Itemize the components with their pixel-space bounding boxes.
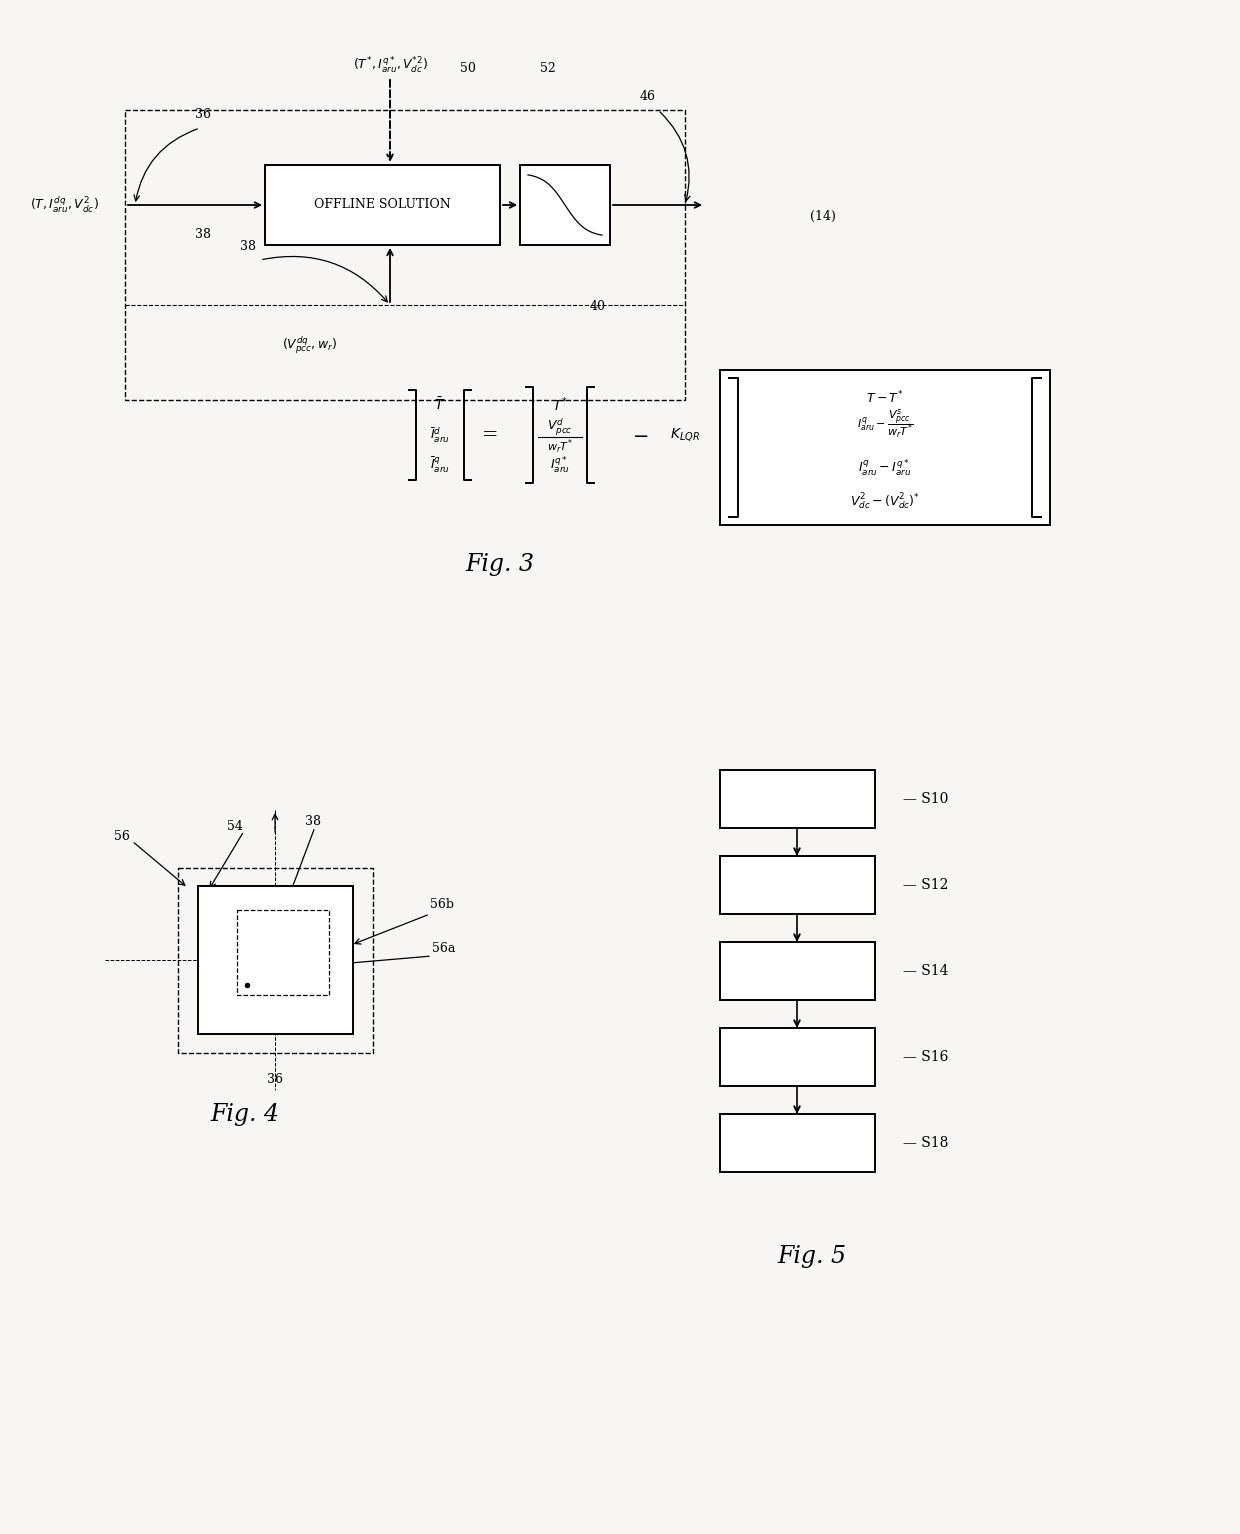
Text: — S14: — S14 [903, 963, 949, 979]
Text: $-$: $-$ [632, 426, 649, 443]
Bar [720, 1028, 875, 1086]
Text: $\bar{T}$: $\bar{T}$ [434, 397, 445, 414]
Text: $T^{*}$: $T^{*}$ [552, 396, 568, 414]
Text: $I_{aru}^{q} - \dfrac{V_{pcc}^{s}}{w_r T^{*}}$: $I_{aru}^{q} - \dfrac{V_{pcc}^{s}}{w_r T… [857, 407, 913, 440]
Text: OFFLINE SOLUTION: OFFLINE SOLUTION [314, 198, 451, 212]
Text: $(V_{pcc}^{dq}, w_r)$: $(V_{pcc}^{dq}, w_r)$ [283, 334, 337, 356]
Text: 46: 46 [640, 91, 656, 103]
Text: — S18: — S18 [903, 1137, 949, 1150]
Bar [237, 910, 329, 996]
Bar [179, 868, 373, 1052]
Bar [198, 887, 353, 1034]
Text: 56a: 56a [432, 942, 455, 956]
Text: =: = [482, 426, 498, 443]
Text: $(T, I_{aru}^{dq}, V_{dc}^{2})$: $(T, I_{aru}^{dq}, V_{dc}^{2})$ [30, 195, 99, 215]
Bar [720, 856, 875, 914]
Text: 38: 38 [241, 239, 255, 253]
Text: 52: 52 [539, 61, 556, 75]
Bar [720, 1114, 875, 1172]
Text: 54: 54 [227, 821, 243, 833]
Text: 56: 56 [114, 830, 130, 844]
Bar [720, 770, 875, 828]
Text: 36: 36 [195, 107, 211, 121]
Text: Fig. 3: Fig. 3 [465, 554, 534, 577]
Text: $\bar{I}_{aru}^{q}$: $\bar{I}_{aru}^{q}$ [430, 456, 450, 474]
Text: 40: 40 [590, 301, 606, 313]
Bar [720, 942, 875, 1000]
Text: $T - T^{*}$: $T - T^{*}$ [867, 390, 904, 407]
Text: — S16: — S16 [903, 1049, 949, 1065]
Text: $\bar{I}_{aru}^{d}$: $\bar{I}_{aru}^{d}$ [430, 425, 450, 445]
Bar [720, 370, 1050, 525]
Text: $I_{aru}^{q*}$: $I_{aru}^{q*}$ [551, 454, 570, 476]
Text: — S10: — S10 [903, 792, 949, 805]
Text: 36: 36 [267, 1072, 283, 1086]
Text: $V_{pcc}^{d}$: $V_{pcc}^{d}$ [547, 416, 573, 437]
Text: $V_{dc}^{2} - (V_{dc}^{2})^{*}$: $V_{dc}^{2} - (V_{dc}^{2})^{*}$ [851, 492, 920, 512]
Text: Fig. 4: Fig. 4 [211, 1103, 279, 1126]
Bar [125, 110, 684, 400]
Text: Fig. 5: Fig. 5 [777, 1246, 847, 1269]
Text: $(T^{*}, I_{aru}^{q*}, V_{dc}^{*2})$: $(T^{*}, I_{aru}^{q*}, V_{dc}^{*2})$ [352, 54, 428, 75]
Text: $w_r T^{*}$: $w_r T^{*}$ [547, 437, 573, 456]
Text: 38: 38 [195, 229, 211, 241]
Text: $I_{aru}^{q} - I_{aru}^{q*}$: $I_{aru}^{q} - I_{aru}^{q*}$ [858, 457, 911, 479]
Bar [265, 166, 500, 245]
Bar [520, 166, 610, 245]
Text: $K_{LQR}$: $K_{LQR}$ [670, 426, 701, 443]
Text: 50: 50 [460, 61, 476, 75]
Text: 56b: 56b [430, 897, 454, 911]
Text: (14): (14) [810, 210, 836, 222]
Text: 38: 38 [305, 815, 321, 828]
Text: — S12: — S12 [903, 877, 949, 891]
